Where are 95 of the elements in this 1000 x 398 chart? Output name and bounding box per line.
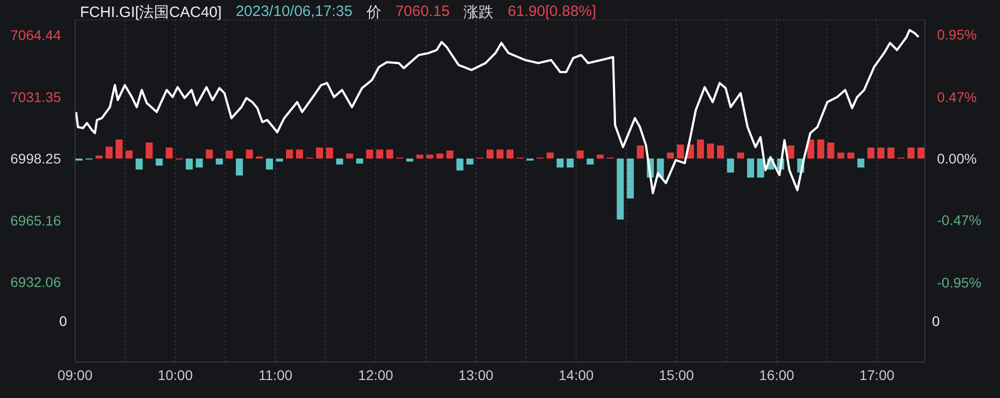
bar xyxy=(146,142,153,159)
x-tick-label: 13:00 xyxy=(458,366,494,383)
bar xyxy=(496,150,504,159)
y-tick-label: 6998.25 xyxy=(10,150,62,167)
bar xyxy=(636,145,644,159)
bar xyxy=(156,158,163,166)
bar xyxy=(817,140,824,159)
bar xyxy=(316,148,324,159)
x-tick-label: 17:00 xyxy=(859,366,895,383)
bar xyxy=(256,156,263,159)
bar xyxy=(747,158,754,178)
bar xyxy=(576,150,584,159)
text: 61.90[0.88%] xyxy=(508,3,596,22)
bar xyxy=(917,148,924,159)
bar xyxy=(666,152,674,159)
bar xyxy=(877,148,884,159)
text: 2023/10/06,17:35 xyxy=(236,3,352,22)
x-tick-label: 16:00 xyxy=(759,366,794,383)
annotation: 价 xyxy=(366,3,382,22)
y2-tick-label: 0.47% xyxy=(937,89,977,106)
bar xyxy=(236,158,243,176)
y2-tick-label: -0.47% xyxy=(937,212,982,228)
y2-tick-label: -0.95% xyxy=(937,274,982,291)
y-tick-label: 7031.35 xyxy=(10,88,62,105)
y-tick-label: 6932.06 xyxy=(10,274,62,290)
bar xyxy=(366,150,374,159)
bar xyxy=(727,158,734,173)
bar xyxy=(837,152,844,159)
bar xyxy=(336,158,344,165)
bar xyxy=(206,150,213,159)
bar xyxy=(216,158,223,165)
bar xyxy=(737,152,744,159)
bar xyxy=(196,158,203,168)
bar xyxy=(907,148,914,159)
bar xyxy=(566,158,574,168)
bar xyxy=(246,150,253,159)
x-tick-label: 14:00 xyxy=(558,366,594,383)
bar xyxy=(676,144,684,159)
bar xyxy=(586,158,594,165)
text: 0 xyxy=(59,313,67,329)
x-tick-label: 12:00 xyxy=(358,366,394,383)
bar xyxy=(596,154,604,159)
bar xyxy=(286,150,293,159)
line-series xyxy=(75,28,920,194)
x-tick-label: 10:00 xyxy=(158,366,193,383)
bar xyxy=(346,154,354,159)
bar xyxy=(126,150,133,159)
bar xyxy=(506,150,514,159)
x-tick-label: 15:00 xyxy=(658,366,694,383)
bar xyxy=(106,146,113,159)
bar xyxy=(376,150,384,159)
y2-tick-label: 0.95% xyxy=(937,26,977,42)
bar xyxy=(296,150,304,159)
bar xyxy=(857,158,864,168)
bar xyxy=(266,158,273,170)
bar xyxy=(556,158,564,168)
bar xyxy=(546,152,554,159)
bar xyxy=(426,154,434,159)
bar xyxy=(757,158,764,178)
bar xyxy=(276,158,283,162)
bar xyxy=(186,158,193,170)
bar xyxy=(226,150,233,159)
bar xyxy=(867,148,874,159)
bar xyxy=(356,158,364,164)
chart-title: FCHI.GI[法国CAC40] xyxy=(80,3,222,22)
bar xyxy=(696,140,704,159)
bar xyxy=(706,144,714,159)
bar xyxy=(466,158,474,165)
bar xyxy=(717,145,724,159)
bar xyxy=(166,148,173,159)
y-tick-label: 7064.44 xyxy=(10,27,62,44)
annotation: 涨跌 xyxy=(464,3,494,22)
text: 0 xyxy=(932,313,940,329)
bar xyxy=(436,154,444,159)
bar xyxy=(136,158,143,170)
bar xyxy=(847,152,854,159)
bar xyxy=(96,156,103,159)
bar xyxy=(386,150,394,159)
x-tick-label: 11:00 xyxy=(258,366,293,383)
bar xyxy=(626,158,634,198)
y2-tick-label: 0.00% xyxy=(937,150,977,167)
bar xyxy=(827,142,834,159)
bar xyxy=(326,148,334,159)
bar xyxy=(456,158,464,170)
bar xyxy=(616,158,624,220)
bar xyxy=(416,154,424,159)
bar xyxy=(446,150,454,159)
bar xyxy=(887,148,894,159)
bar xyxy=(406,158,414,162)
bar xyxy=(486,150,494,159)
x-tick-label: 09:00 xyxy=(57,366,93,383)
y-tick-label: 6965.16 xyxy=(10,212,62,228)
bar xyxy=(787,145,794,159)
bar xyxy=(116,140,123,159)
text: 7060.15 xyxy=(395,3,450,22)
